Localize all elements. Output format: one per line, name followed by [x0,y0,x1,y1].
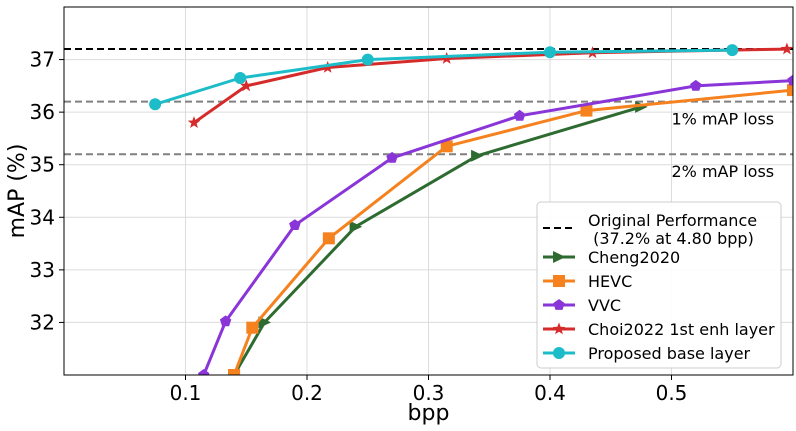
y-tick-label: 36 [30,100,55,124]
data-point [726,44,739,57]
data-point [361,53,374,66]
data-point [513,109,526,121]
x-tick-label: 0.1 [170,381,202,405]
data-point [552,322,566,335]
annotations: 1% mAP loss 2% mAP loss [672,110,775,182]
series-1 [228,84,793,375]
legend-label: Proposed base layer [588,344,751,363]
data-point [553,275,565,287]
legend-sublabel-original: (37.2% at 4.80 bpp) [588,229,754,248]
y-tick-label: 35 [30,153,55,177]
data-point [246,321,259,334]
data-point [322,232,335,245]
legend-label: Choi2022 1st enh layer [588,320,775,339]
ticks: 0.1 0.2 0.3 0.4 0.5 32 33 34 35 36 37 [30,48,688,405]
data-point [289,219,301,230]
y-axis-label: mAP (%) [5,144,30,239]
data-point [240,79,253,92]
legend-label: Cheng2020 [588,248,680,267]
data-point [149,98,162,111]
data-point [349,220,363,233]
series-0 [228,100,648,375]
data-point [258,316,272,329]
y-tick-label: 37 [30,48,55,72]
data-point [440,140,453,153]
data-point [198,369,210,375]
reference-annotation-2: 2% mAP loss [672,162,775,181]
data-point [780,42,793,55]
data-point [787,84,793,97]
x-tick-label: 0.2 [291,381,323,405]
data-point [228,369,241,375]
data-point [635,100,648,113]
series-4 [149,44,739,111]
legend-label-original: Original Performance [588,211,757,230]
data-point [553,299,565,310]
data-point [553,251,566,263]
x-tick-label: 0.3 [413,381,445,405]
x-tick-label: 0.4 [534,381,566,405]
data-point [219,315,232,327]
data-point [234,71,247,84]
x-axis-label: bpp [408,401,450,426]
x-tick-label: 0.5 [656,381,688,405]
y-tick-label: 32 [30,310,55,334]
data-point [386,151,398,163]
series-line [232,88,793,375]
legend: Original Performance (37.2% at 4.80 bpp)… [536,201,782,369]
legend-label: VVC [588,296,621,315]
data-point [553,347,565,359]
legend-label: HEVC [588,272,632,291]
series-group [149,42,793,375]
legend-box [536,201,782,369]
data-point [690,79,702,91]
grid [64,7,793,375]
data-point [787,74,793,86]
data-point [187,116,201,128]
data-point [471,149,484,162]
data-point [544,46,556,59]
y-tick-label: 33 [30,258,55,282]
y-tick-label: 34 [30,205,55,229]
data-point [440,51,453,64]
data-point [580,104,593,117]
series-2 [198,74,793,375]
reference-annotation-1: 1% mAP loss [672,110,775,129]
